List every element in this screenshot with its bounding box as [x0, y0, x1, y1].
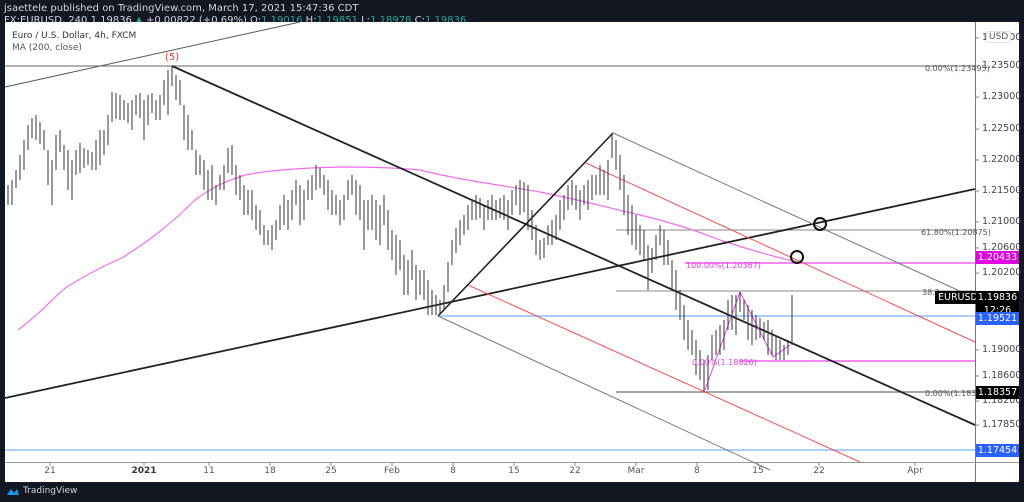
- last-price: 1.19836: [90, 15, 132, 26]
- symbol: FX:EURUSD, 240: [4, 15, 88, 26]
- x-tick: 8: [450, 466, 456, 476]
- chart-pane[interactable]: [5, 22, 1019, 482]
- y-tick: 1.20600: [982, 242, 1022, 253]
- x-tick: 2021: [131, 466, 157, 476]
- ext-100-label: 100.00%(1.20367): [686, 261, 761, 270]
- y-tick: 1.23000: [982, 91, 1022, 102]
- footer-brand[interactable]: TradingView: [6, 486, 77, 496]
- downtrend-line: [171, 65, 976, 426]
- y-tick: 1.21500: [982, 185, 1022, 196]
- y-tick: 1.19000: [982, 344, 1022, 355]
- symbol-tag: EURUSD: [935, 291, 981, 304]
- legend-indicator: MA (200, close): [12, 43, 82, 53]
- y-tick: 1.23500: [982, 60, 1022, 71]
- x-tick: 18: [264, 466, 276, 476]
- wave-5-label: (5): [165, 52, 179, 63]
- brand-label: TradingView: [23, 486, 78, 496]
- publisher-line: jsaettele published on TradingView.com, …: [4, 3, 359, 14]
- y-tick: 1.17850: [982, 419, 1022, 430]
- x-tick: 22: [813, 466, 825, 476]
- price-tag-last: 1.19836: [976, 291, 1019, 304]
- x-tick: Apr: [907, 466, 923, 476]
- target-circle-upper: [813, 217, 827, 231]
- price-bars: [7, 66, 793, 392]
- x-tick: Feb: [384, 466, 400, 476]
- x-tick: 25: [325, 466, 337, 476]
- symbol-ohlc-line: FX:EURUSD, 240 1.19836 ▲ +0.00822 (+0.69…: [4, 15, 466, 26]
- y-tick: 1.18600: [982, 370, 1022, 381]
- low-value: 1.18978: [370, 15, 412, 26]
- ma-200-line: [17, 166, 798, 331]
- pitchfork-median-upper: [585, 162, 976, 343]
- x-tick: 11: [203, 466, 215, 476]
- chart-legend: Euro / U.S. Dollar, 4h, FXCM MA (200, cl…: [12, 30, 136, 54]
- close-value: 1.19836: [424, 15, 467, 26]
- x-tick: 15: [508, 466, 520, 476]
- ext-0-label: 0.00%(1.18826): [692, 358, 757, 367]
- price-tag-117454: 1.17454: [976, 444, 1019, 457]
- target-circle-lower: [790, 250, 804, 264]
- price-tag-118357: 1.18357: [976, 386, 1019, 399]
- pitchfork-upper-tine: [612, 132, 976, 299]
- y-tick: 1.18200: [982, 395, 1022, 406]
- high-label: H:: [305, 15, 317, 26]
- x-tick: Mar: [627, 466, 645, 476]
- tradingview-logo-icon: [7, 488, 19, 495]
- upper-trendline: [4, 21, 301, 88]
- pitchfork-median-lower: [467, 284, 861, 463]
- y-tick: 1.22000: [982, 154, 1022, 165]
- x-tick: 22: [569, 466, 581, 476]
- fib-bottom-label: 0.00%(1.18355): [925, 389, 990, 398]
- high-value: 1.19851: [316, 15, 358, 26]
- y-tick: 1.22500: [982, 123, 1022, 134]
- y-tick: 1.20200: [982, 267, 1022, 278]
- fib-618-label: 61.80%(1.20875): [921, 228, 991, 237]
- open-label: O:: [250, 15, 262, 26]
- change: +0.00822 (+0.69%): [146, 15, 247, 26]
- close-label: C:: [414, 15, 425, 26]
- low-label: L:: [361, 15, 371, 26]
- open-value: 1.19016: [261, 15, 303, 26]
- price-axis-ticks: [975, 37, 979, 426]
- x-tick: 15: [752, 466, 764, 476]
- x-tick: 21: [44, 466, 56, 476]
- currency-badge[interactable]: USD: [986, 31, 1012, 43]
- y-tick: 1.21000: [982, 216, 1022, 227]
- x-tick: 8: [694, 466, 700, 476]
- price-tag-120433: 1.20433: [976, 251, 1019, 264]
- up-arrow-icon: ▲: [135, 15, 143, 26]
- rising-trendline: [4, 188, 976, 399]
- legend-title: Euro / U.S. Dollar, 4h, FXCM: [12, 31, 137, 41]
- pitchfork-handle: [437, 132, 614, 317]
- price-tag-119521: 1.19521: [976, 312, 1019, 325]
- time-axis-ticks: [49, 462, 916, 466]
- fib-382-label: 38.2: [922, 288, 940, 297]
- fib-top-label: 0.00%(1.23495): [925, 64, 990, 73]
- pitchfork-lower-tine: [437, 315, 771, 471]
